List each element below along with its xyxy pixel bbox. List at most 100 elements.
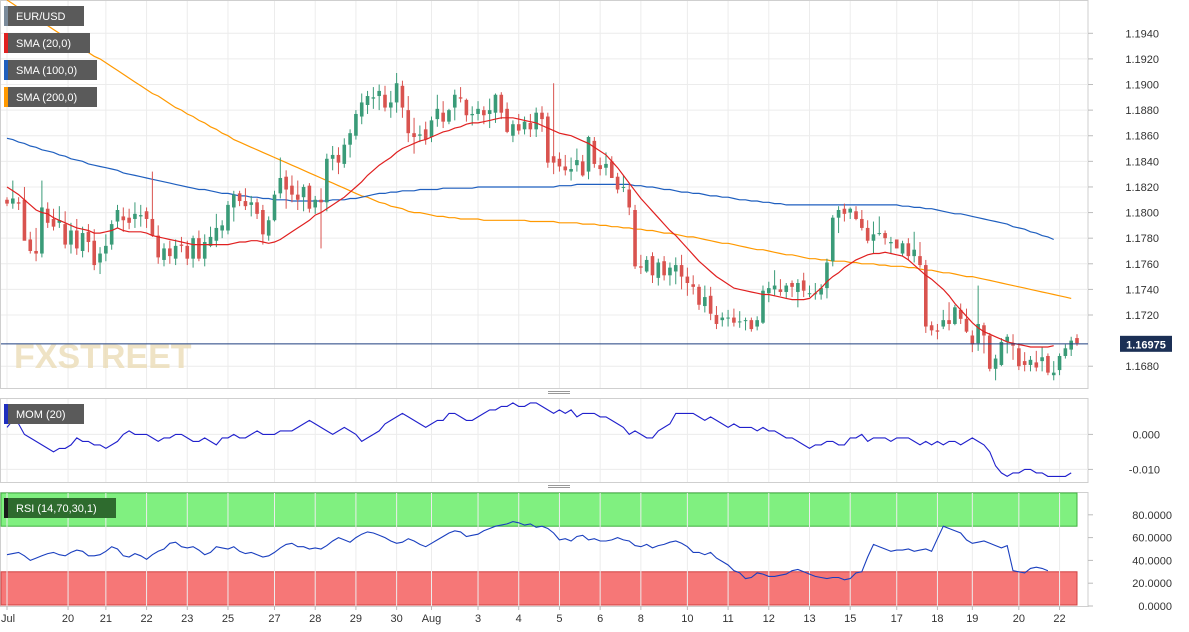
legend-eurusd-label: EUR/USD: [16, 11, 66, 23]
candle-body: [168, 248, 172, 257]
candle-body: [487, 110, 492, 114]
candle-body: [191, 238, 195, 259]
x-tick-label: 23: [181, 613, 193, 625]
candle-body: [546, 116, 550, 163]
candle-body: [697, 286, 701, 305]
y-tick-label: 1.1840: [1125, 156, 1159, 168]
y-tick-label: 1.1740: [1125, 284, 1159, 296]
x-tick-label: 21: [100, 613, 112, 625]
candle-body: [522, 121, 527, 130]
x-tick-label: Aug: [422, 613, 442, 625]
legend-sma200-label: SMA (200,0): [16, 92, 77, 104]
candle-body: [69, 230, 73, 245]
candle-body: [383, 94, 387, 108]
candle-body: [964, 318, 969, 332]
candle-body: [51, 218, 56, 227]
x-tick-label: 6: [597, 613, 603, 625]
candle-body: [947, 320, 951, 324]
candle-body: [796, 282, 800, 292]
candle-body: [470, 113, 475, 116]
y-tick-label: 1.1820: [1125, 182, 1159, 194]
candle-body: [476, 108, 480, 114]
candle-body: [80, 233, 85, 251]
candle-body: [98, 253, 102, 263]
candle-body: [121, 216, 126, 221]
candle-body: [726, 317, 730, 319]
y-tick-label: 1.1880: [1125, 105, 1159, 117]
candle-body: [673, 265, 678, 272]
candle-body: [458, 97, 463, 99]
candle-body: [226, 204, 230, 231]
candle-body: [342, 144, 347, 164]
mom-y-tick-label: 0.000: [1132, 429, 1160, 441]
candle-body: [412, 133, 416, 138]
candle-body: [650, 256, 655, 276]
rsi-y-tick-label: 0.0000: [1138, 601, 1172, 613]
candle-body: [389, 102, 393, 108]
candle-body: [703, 297, 707, 307]
candle-body: [743, 320, 748, 322]
candle-body: [45, 208, 50, 223]
candle-body: [505, 108, 509, 132]
candle-body: [499, 94, 504, 113]
candle-body: [418, 134, 422, 136]
candle-body: [278, 177, 283, 194]
candle-body: [377, 90, 381, 97]
legend-rsi-swatch: [4, 498, 8, 518]
sma100-line: [6, 137, 1054, 241]
candle-body: [889, 242, 893, 244]
y-tick-label: 1.1780: [1125, 233, 1159, 245]
y-tick-label: 1.1800: [1125, 208, 1159, 220]
candle-body: [28, 239, 33, 251]
candle-body: [11, 198, 15, 204]
candle-body: [639, 266, 643, 268]
candle-body: [1057, 355, 1062, 371]
rsi-y-tick-label: 80.0000: [1132, 510, 1172, 522]
candle-body: [854, 211, 858, 219]
candle-body: [825, 262, 829, 289]
x-tick-label: 11: [722, 613, 733, 625]
candle-body: [575, 160, 579, 166]
candle-body: [848, 208, 853, 213]
candle-body: [615, 176, 620, 190]
candle-body: [918, 256, 922, 266]
candle-body: [958, 309, 963, 319]
candle-body: [1028, 359, 1033, 365]
candle-body: [598, 165, 602, 170]
candle-body: [348, 133, 352, 145]
candle-body: [330, 154, 335, 159]
candle-body: [162, 248, 166, 260]
candle-body: [156, 235, 160, 258]
candle-body: [557, 158, 562, 167]
candle-body: [266, 220, 271, 236]
candle-body: [685, 276, 690, 283]
last-price-label: 1.16975: [1126, 339, 1166, 351]
candle-body: [766, 288, 771, 294]
candle-body: [429, 120, 434, 138]
candle-body: [22, 199, 27, 241]
candle-body: [586, 137, 591, 172]
candle-body: [627, 189, 632, 208]
mom-y-tick-label: -0.010: [1129, 464, 1160, 476]
x-tick-label: 18: [931, 613, 943, 625]
x-tick-label: 22: [1053, 613, 1065, 625]
x-tick-label: 8: [638, 613, 644, 625]
candle-body: [115, 210, 120, 222]
candle-body: [982, 325, 986, 336]
candle-body: [231, 194, 236, 208]
candle-body: [999, 341, 1004, 365]
candle-body: [249, 202, 254, 205]
candle-body: [127, 217, 131, 223]
rsi-y-tick-label: 40.0000: [1132, 555, 1172, 567]
candle-body: [865, 227, 870, 241]
pane-1-frame: [0, 398, 1089, 483]
candle-body: [609, 161, 614, 178]
candle-body: [569, 169, 573, 172]
rsi-line: [6, 521, 1049, 581]
candle-body: [691, 284, 695, 287]
candle-body: [40, 207, 44, 254]
candle-body: [74, 230, 79, 249]
candle-body: [1069, 340, 1073, 350]
legend-rsi-box: [4, 498, 116, 518]
candle-body: [912, 249, 916, 257]
